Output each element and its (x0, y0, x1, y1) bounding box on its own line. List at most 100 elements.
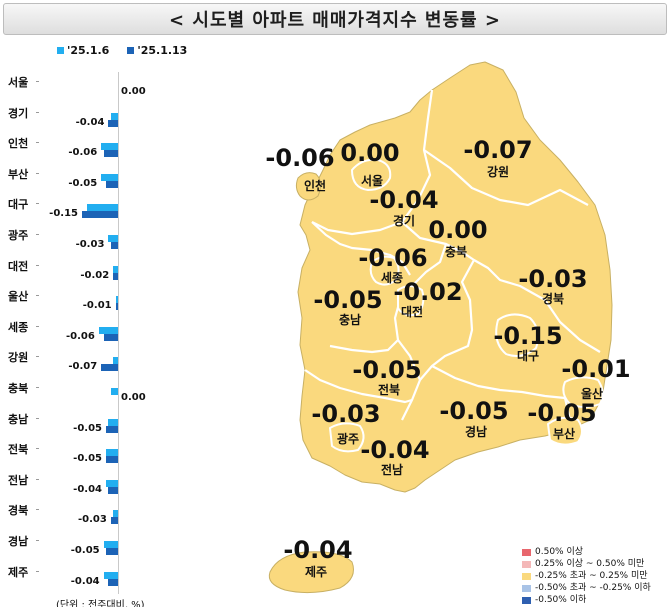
bar-row: 충북 0.00 (0, 378, 240, 408)
bar-prev-week (115, 296, 118, 304)
bar-value-label: -0.04 (70, 575, 100, 587)
bar-prev-week (113, 265, 118, 273)
bar-row-tick (36, 448, 39, 450)
bar-row-tick (36, 264, 39, 266)
bar-region-label: 울산 (8, 290, 29, 304)
name-gwangju: 광주 (337, 431, 359, 446)
rate-busan: -0.05 (527, 399, 596, 427)
bar-value-label: -0.04 (73, 483, 102, 495)
bar-prev-week (108, 235, 118, 242)
bar-value-label: -0.03 (75, 239, 105, 250)
bar-value-label: -0.04 (75, 116, 105, 128)
rate-gyeongbuk: -0.03 (518, 265, 587, 293)
bar-value-label: -0.05 (68, 177, 98, 189)
bar-row-tick (36, 111, 39, 113)
name-chungnam: 충남 (339, 312, 361, 327)
bar-prev-week (113, 357, 118, 365)
name-daegu: 대구 (517, 349, 539, 363)
bar-region-label: 제주 (8, 565, 29, 579)
bar-row: 광주 -0.03 (0, 225, 240, 255)
map-legend-item: -0.50% 이하 (522, 594, 651, 606)
map-legend-swatch (522, 596, 531, 604)
bar-region-label: 인천 (8, 137, 29, 151)
bar-row: 인천 -0.06 (0, 133, 240, 163)
bar-curr-week (106, 180, 118, 188)
bar-value-label: -0.05 (73, 453, 102, 465)
bar-value-label: -0.02 (80, 269, 110, 281)
unit-note: (단위 : 전주대비, %) (56, 600, 145, 607)
bar-row: 경남 -0.05 (0, 531, 240, 561)
name-gangwon: 강원 (487, 165, 509, 179)
bar-curr-week (106, 456, 118, 464)
bar-value-label: -0.05 (73, 422, 102, 434)
name-seoul: 서울 (361, 173, 383, 188)
bar-legend: '25.1.6 '25.1.13 (57, 44, 187, 57)
map-legend-label: -0.50% 이하 (535, 595, 587, 605)
bar-prev-week (103, 541, 118, 548)
map-legend-swatch (522, 548, 531, 556)
bar-row-tick (36, 295, 39, 297)
name-daejeon: 대전 (401, 304, 423, 319)
bar-row: 대구 -0.15 (0, 194, 240, 224)
map-region-jeju (268, 551, 354, 594)
bar-region-label: 서울 (8, 76, 29, 89)
bar-value-label: 0.00 (121, 392, 146, 403)
name-ulsan: 울산 (581, 386, 603, 401)
bar-curr-week (103, 150, 118, 158)
bar-value-label: -0.15 (49, 208, 78, 220)
bar-row: 서울 0.00 (0, 72, 240, 102)
bar-region-label: 경기 (8, 106, 29, 120)
bar-row-tick (36, 234, 39, 235)
bar-row: 전남 -0.04 (0, 470, 240, 500)
bar-row-tick (36, 478, 39, 480)
bar-row: 울산 -0.01 (0, 286, 240, 316)
map-region-daegu (495, 313, 539, 357)
map-region-seoul (351, 158, 392, 191)
bar-curr-week (115, 303, 118, 311)
name-gyeongbuk: 경북 (542, 292, 564, 306)
bar-region-label: 충남 (8, 412, 29, 426)
map-legend-swatch (522, 572, 531, 580)
bar-curr-week (110, 242, 118, 249)
bar-prev-week (86, 204, 118, 212)
rate-jeonbuk: -0.05 (352, 356, 421, 384)
bar-curr-week (106, 548, 118, 555)
bar-row-tick (36, 325, 39, 327)
rate-chungnam: -0.05 (313, 286, 382, 314)
map-legend-label: 0.50% 이상 (535, 547, 584, 557)
bar-region-label: 부산 (8, 167, 29, 181)
bar-prev-week (106, 449, 118, 457)
chart-title: < 시도별 아파트 매매가격지수 변동률 > (169, 10, 501, 31)
bar-row-tick (36, 81, 39, 82)
bar-row: 충남 -0.05 (0, 409, 240, 439)
map-legend-label: 0.25% 이상 ~ 0.50% 미만 (535, 559, 645, 569)
bar-curr-week (108, 486, 118, 494)
bar-prev-week (98, 326, 118, 334)
rate-chungbuk: 0.00 (428, 216, 487, 244)
name-incheon: 인천 (304, 178, 326, 193)
map-legend-label: -0.25% 초과 ~ 0.25% 미만 (535, 571, 648, 581)
bar-row-tick (36, 570, 39, 572)
bar-value-label: 0.00 (121, 86, 146, 97)
map-region-gwangju (329, 422, 365, 453)
bar-region-label: 경남 (8, 535, 29, 548)
bar-curr-week (101, 364, 118, 372)
bar-row-tick (36, 387, 39, 388)
bar-region-label: 충북 (8, 382, 29, 395)
bar-prev-week (101, 173, 118, 181)
bar-value-label: -0.06 (68, 147, 98, 159)
bar-prev-week (108, 418, 118, 426)
bar-row: 강원 -0.07 (0, 347, 240, 377)
map-legend-label: -0.50% 초과 ~ -0.25% 이하 (535, 583, 651, 593)
legend-swatch-curr-week (127, 47, 135, 54)
bar-curr-week (110, 517, 118, 525)
bar-region-label: 세종 (8, 320, 29, 334)
map-legend-swatch (522, 560, 531, 568)
map-legend-item: 0.50% 이상 (522, 546, 651, 558)
name-chungbuk: 충북 (445, 244, 467, 259)
bar-curr-week (113, 272, 118, 280)
map-labels: -0.06 인천 0.00 서울 -0.07 강원 -0.04 경기 0.00 … (265, 136, 630, 579)
bar-value-label: -0.01 (82, 300, 112, 312)
legend-item-curr-week: '25.1.13 (127, 44, 187, 57)
